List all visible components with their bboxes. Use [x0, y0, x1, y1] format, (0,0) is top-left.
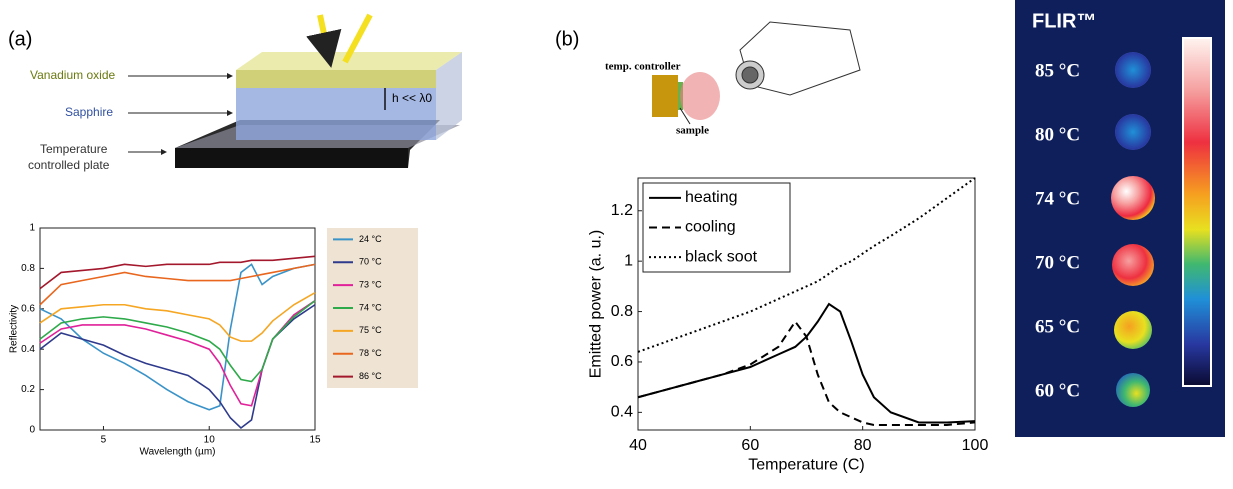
data-line	[39, 300, 316, 383]
thermal-label: 80 °C	[1035, 124, 1080, 145]
y-tick-label: 0.4	[21, 344, 35, 355]
data-line	[637, 319, 976, 426]
data-line	[39, 291, 316, 342]
y-tick-label: 0	[29, 425, 35, 436]
thermal-label: 60 °C	[1035, 380, 1080, 401]
thermal-spots	[1111, 52, 1155, 407]
plot-area	[39, 227, 316, 431]
legend-label: 86 °C	[359, 371, 382, 381]
x-tick-label: 5	[101, 435, 107, 446]
y-tick-label: 1	[624, 252, 633, 269]
x-axis-label: Wavelength (µm)	[140, 447, 216, 458]
y-tick-label: 0.6	[611, 353, 633, 370]
data-line	[39, 263, 316, 411]
x-tick-label: 80	[854, 437, 872, 454]
y-tick-label: 0.8	[21, 263, 35, 274]
x-tick-label: 10	[204, 435, 216, 446]
legend-label: 24 °C	[359, 234, 382, 244]
y-tick-label: 0.2	[21, 384, 35, 395]
y-tick-label: 0.4	[611, 404, 633, 421]
legend-label: heating	[685, 189, 738, 206]
setup-label: sample	[676, 125, 709, 137]
y-axis-label: Emitted power (a. u.)	[588, 230, 605, 379]
setup-label: temp. controller	[605, 61, 681, 73]
layer-diagram	[175, 13, 462, 168]
panel-label: (b)	[555, 28, 579, 50]
thermal-label: 74 °C	[1035, 188, 1080, 209]
legend-label: black soot	[685, 248, 758, 265]
y-axis-label: Reflectivity	[9, 305, 20, 353]
thermal-label: 70 °C	[1035, 252, 1080, 273]
legend-label: 73 °C	[359, 280, 382, 290]
thermal-label: 65 °C	[1035, 316, 1080, 337]
data-line	[39, 263, 316, 306]
data-line	[39, 255, 316, 290]
legend-label: 78 °C	[359, 348, 382, 358]
y-tick-label: 1.2	[611, 202, 633, 219]
thermal-label: 85 °C	[1035, 60, 1080, 81]
layer-label: Sapphire	[65, 105, 113, 119]
flir-logo: FLIR™	[1032, 10, 1096, 32]
y-tick-label: 0.6	[21, 303, 35, 314]
thickness-label: h << λ0	[392, 91, 432, 105]
panel-label: (a)	[8, 28, 32, 50]
y-tick-label: 1	[29, 223, 35, 234]
layer-label: Temperature	[40, 142, 108, 156]
layer-label: controlled plate	[28, 158, 110, 172]
setup-sketch	[652, 21, 861, 125]
x-tick-label: 15	[309, 435, 321, 446]
legend-label: 70 °C	[359, 257, 382, 267]
x-tick-label: 40	[629, 437, 647, 454]
x-tick-label: 60	[741, 437, 759, 454]
legend-label: cooling	[685, 219, 736, 236]
legend-label: 75 °C	[359, 325, 382, 335]
x-axis-label: Temperature (C)	[748, 456, 864, 473]
x-tick-label: 100	[962, 437, 989, 454]
colorbar	[1182, 37, 1212, 387]
y-tick-label: 0.8	[611, 303, 633, 320]
layer-label: Vanadium oxide	[30, 68, 115, 82]
legend-label: 74 °C	[359, 302, 382, 312]
